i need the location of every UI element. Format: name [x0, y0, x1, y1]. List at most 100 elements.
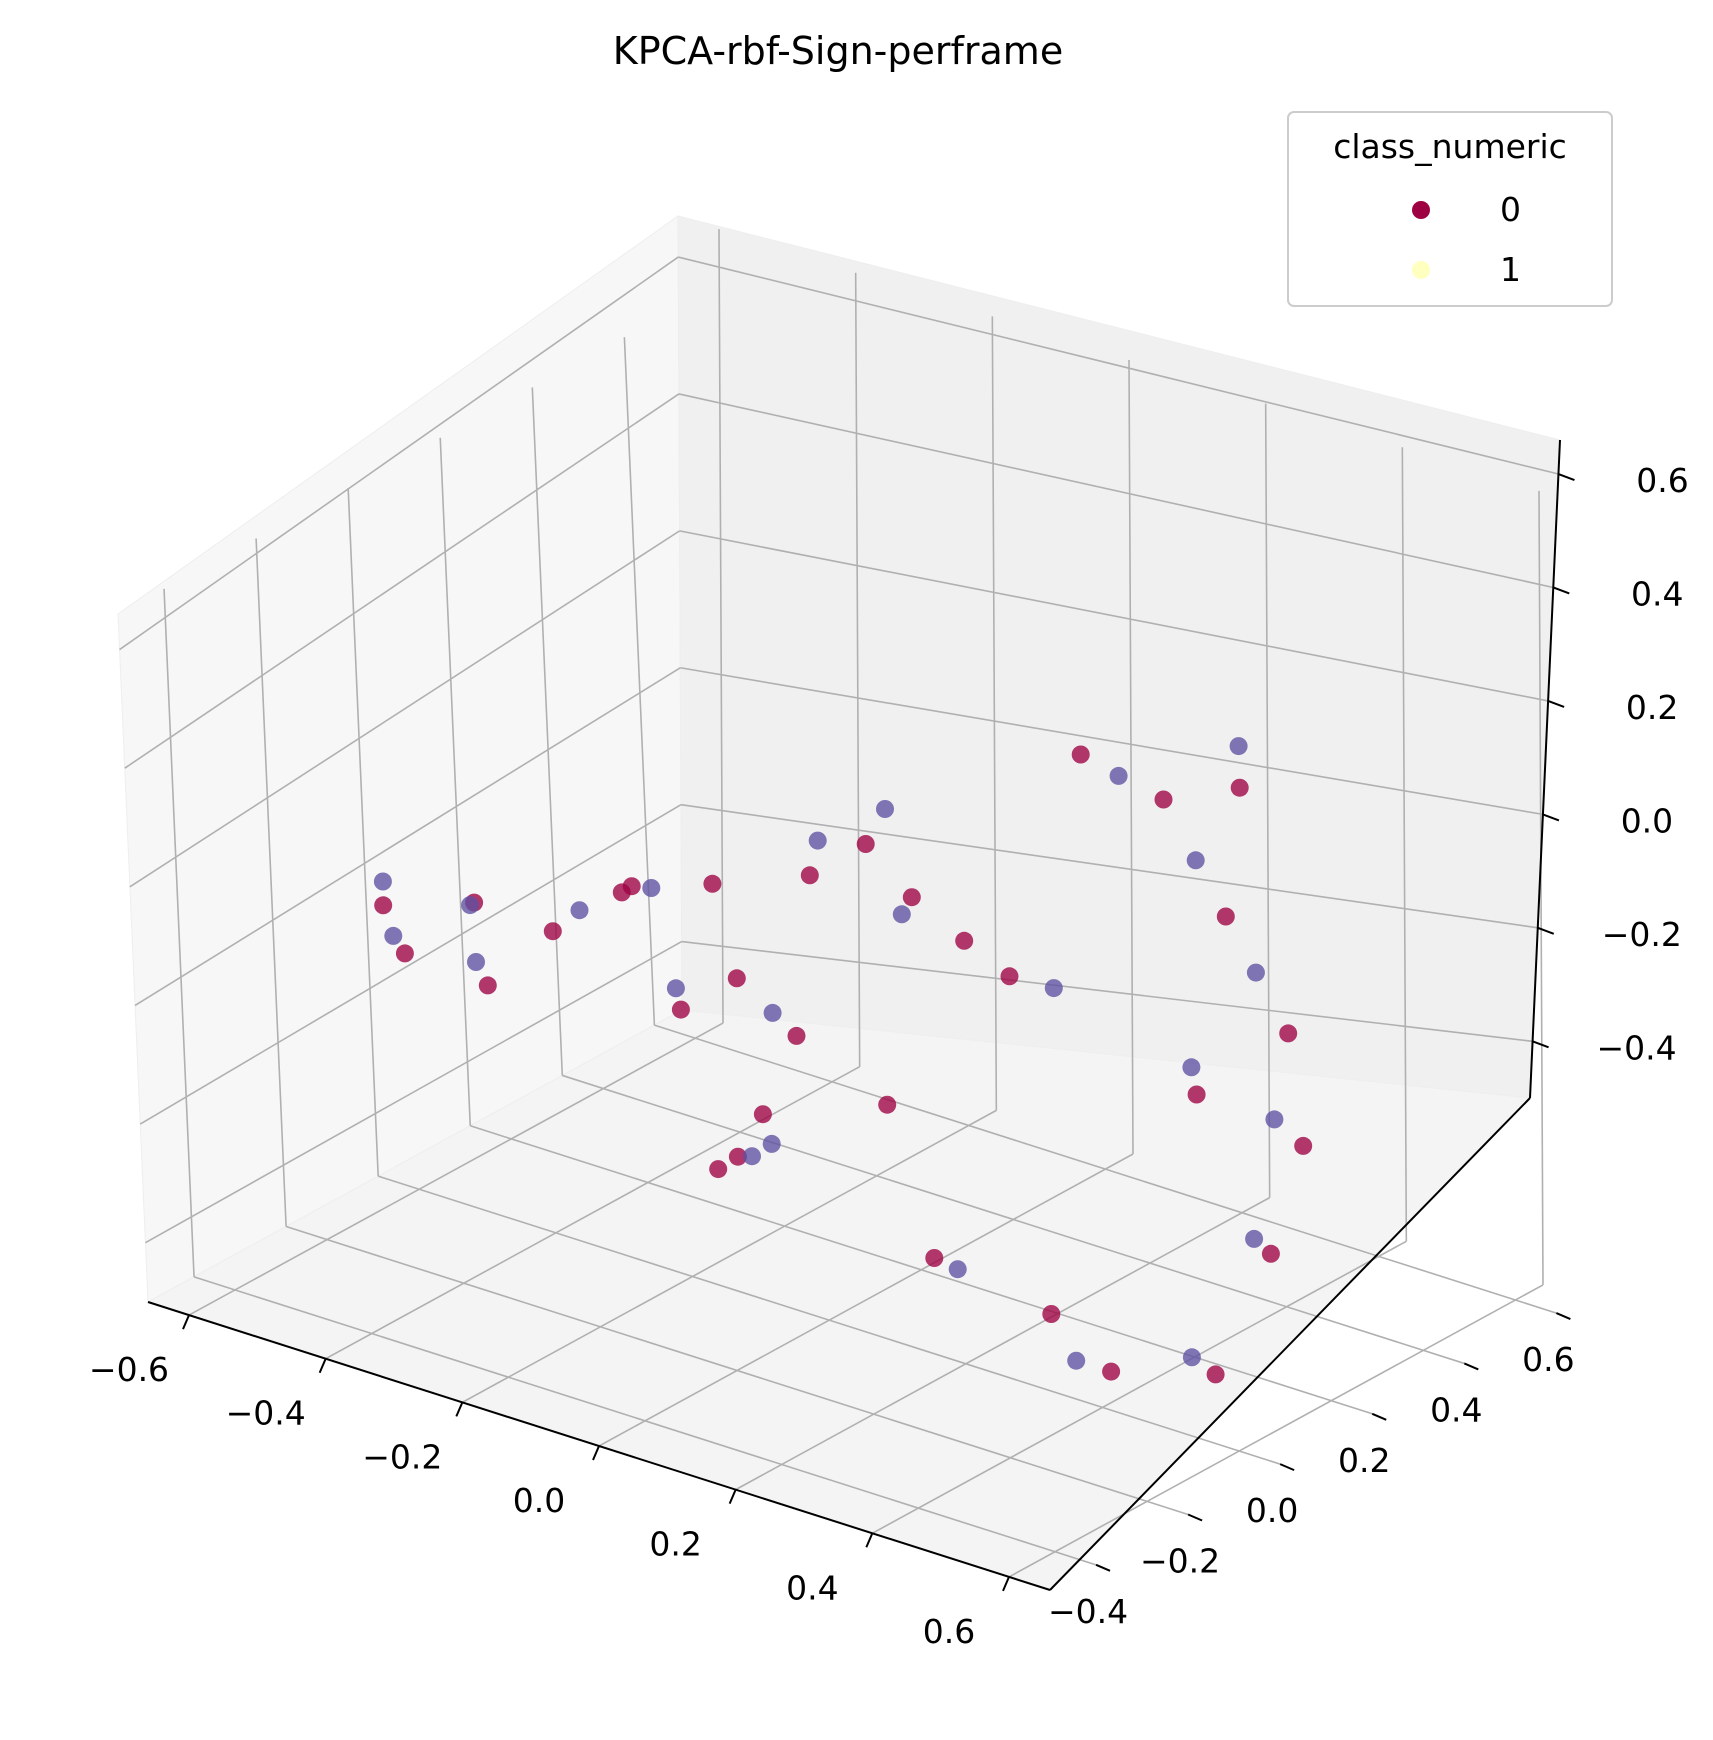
gridline-x-back-3 — [1128, 359, 1134, 1155]
gridline-z-left-0 — [145, 940, 683, 1244]
point-series-1-21 — [743, 1147, 761, 1166]
data-points — [373, 737, 1313, 1384]
point-series-1-1 — [384, 926, 403, 945]
z-tick-label-3: 0.2 — [1626, 688, 1678, 727]
z-tick-label-2: 0.0 — [1621, 801, 1673, 840]
gridline-y-floor-1 — [285, 1225, 1189, 1516]
point-series-1-9 — [876, 800, 894, 818]
x-tick-label-2: −0.2 — [362, 1437, 442, 1476]
point-series-1-20 — [762, 1134, 781, 1153]
point-series-1-7 — [763, 1003, 782, 1022]
point-series-1-3 — [467, 953, 485, 971]
x-tick-4 — [728, 1489, 737, 1505]
point-series-0-30 — [1230, 778, 1249, 797]
x-tick-6 — [1002, 1576, 1010, 1592]
z-tick-4 — [1552, 586, 1570, 595]
gridline-y-floor-3 — [469, 1125, 1373, 1415]
point-series-1-0 — [373, 872, 392, 891]
legend-marker-0 — [1412, 201, 1430, 219]
gridline-x-floor-0 — [188, 1022, 724, 1316]
point-series-0-9 — [727, 969, 746, 988]
gridline-y-left-4 — [531, 387, 564, 1076]
gridline-z-back-2 — [680, 666, 1544, 816]
z-tick-label-1: −0.2 — [1602, 915, 1682, 954]
gridline-y-floor-5 — [654, 1024, 1557, 1314]
legend: class_numeric 0 1 — [1287, 111, 1613, 307]
gridline-x-floor-2 — [461, 1109, 997, 1404]
legend-title: class_numeric — [1333, 127, 1567, 166]
point-series-0-10 — [787, 1026, 806, 1045]
axes-panes — [117, 215, 1561, 1591]
gridline-z-back-3 — [679, 530, 1549, 702]
gridline-y-left-0 — [163, 588, 195, 1277]
point-series-0-22 — [1261, 1244, 1280, 1263]
legend-marker-1 — [1412, 261, 1430, 279]
point-series-0-29 — [955, 931, 974, 950]
point-series-0-20 — [1279, 1024, 1298, 1043]
point-series-0-1 — [395, 944, 414, 963]
gridline-y-left-5 — [623, 337, 656, 1026]
x-tick-label-5: 0.4 — [786, 1568, 838, 1607]
point-series-0-24 — [1102, 1362, 1121, 1381]
point-series-1-13 — [1186, 851, 1205, 870]
gridline-x-floor-5 — [871, 1240, 1407, 1534]
gridline-z-back-1 — [680, 803, 1538, 929]
y-tick-5 — [1555, 1312, 1571, 1321]
point-series-0-31 — [1187, 1085, 1206, 1104]
gridline-x-back-0 — [718, 229, 724, 1024]
chart-title: KPCA-rbf-Sign-perframe — [613, 29, 1063, 73]
point-series-1-17 — [1182, 1348, 1201, 1367]
point-series-1-15 — [1265, 1110, 1284, 1129]
back-pane — [677, 215, 1561, 1099]
point-series-1-16 — [1245, 1229, 1264, 1248]
legend-label-1: 1 — [1500, 250, 1521, 289]
point-series-1-23 — [1182, 1058, 1201, 1077]
z-axis-line — [1529, 439, 1561, 1099]
point-series-0-27 — [728, 1147, 747, 1166]
y-tick-label-3: 0.2 — [1338, 1441, 1390, 1480]
z-tick-1 — [1537, 926, 1555, 935]
gridline-x-back-6 — [1538, 490, 1544, 1285]
gridline-z-back-0 — [681, 940, 1533, 1043]
point-series-0-23 — [1206, 1365, 1225, 1384]
gridline-x-back-1 — [854, 272, 861, 1067]
gridline-x-back-5 — [1401, 447, 1408, 1242]
gridline-y-left-2 — [347, 488, 379, 1177]
point-series-0-19 — [1216, 907, 1235, 926]
gridline-y-floor-4 — [562, 1074, 1465, 1365]
gridline-y-left-1 — [255, 538, 287, 1227]
axis-ticks: −0.6 −0.4 −0.2 0.0 0.2 0.4 0.6 −0.4 −0.2 0.0 0.2 0.… — [89, 461, 1689, 1651]
point-series-0-14 — [902, 888, 921, 907]
gridline-x-floor-3 — [598, 1153, 1134, 1447]
point-series-0-26 — [925, 1249, 944, 1267]
z-tick-3 — [1547, 699, 1565, 708]
point-series-0-13 — [856, 835, 875, 853]
gridline-z-left-3 — [129, 530, 681, 888]
point-series-0-3 — [478, 976, 497, 995]
point-series-0-15 — [878, 1095, 897, 1114]
y-tick-label-1: −0.2 — [1140, 1541, 1220, 1580]
point-series-0-16 — [1000, 967, 1019, 986]
legend-frame — [1287, 111, 1613, 307]
point-series-0-0 — [374, 896, 393, 915]
gridline-y-floor-2 — [377, 1175, 1281, 1465]
gridline-z-left-2 — [134, 667, 681, 1007]
point-series-1-14 — [1246, 963, 1265, 982]
point-series-1-12 — [1109, 766, 1128, 785]
x-tick-label-0: −0.6 — [89, 1350, 169, 1389]
x-tick-label-3: 0.0 — [513, 1481, 565, 1520]
y-tick-label-4: 0.4 — [1430, 1390, 1482, 1429]
gridline-z-left-5 — [119, 256, 679, 651]
x-tick-0 — [182, 1314, 190, 1330]
z-tick-0 — [1532, 1040, 1549, 1049]
x-tick-5 — [865, 1532, 874, 1548]
y-axis-line — [1049, 1097, 1531, 1591]
point-series-1-5 — [642, 879, 661, 897]
point-series-1-22 — [1229, 737, 1248, 756]
point-series-0-8 — [671, 1000, 690, 1019]
y-tick-3 — [1371, 1412, 1387, 1421]
z-tick-label-0: −0.4 — [1597, 1028, 1677, 1067]
z-tick-5 — [1558, 473, 1575, 481]
gridline-z-back-5 — [678, 256, 1559, 475]
